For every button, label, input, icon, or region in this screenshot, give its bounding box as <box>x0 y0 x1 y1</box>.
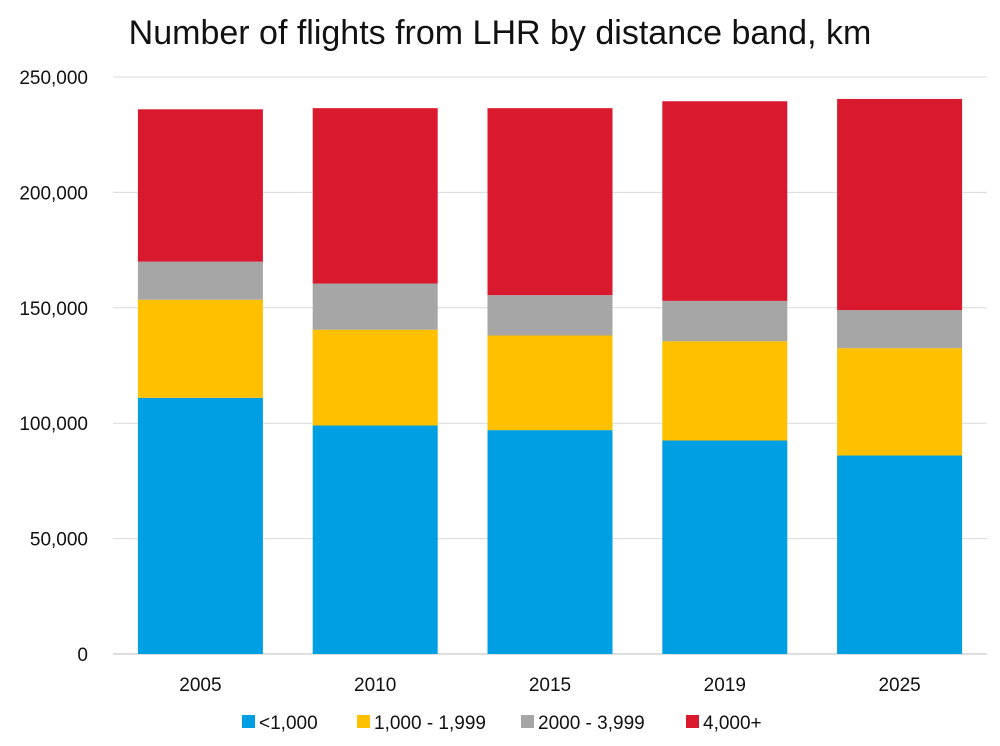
bar-segment <box>837 98 963 311</box>
bars <box>137 98 963 654</box>
x-tick-label: 2019 <box>704 675 746 696</box>
x-tick-label: 2010 <box>354 675 396 696</box>
legend-label: 4,000+ <box>703 713 762 734</box>
bar-segment <box>312 283 438 330</box>
chart-title: Number of flights from LHR by distance b… <box>129 14 872 52</box>
legend-swatch <box>521 715 534 728</box>
legend-label: <1,000 <box>259 713 318 734</box>
y-tick-label: 200,000 <box>19 183 88 204</box>
x-tick-label: 2005 <box>179 675 221 696</box>
bar-segment <box>662 101 788 301</box>
y-tick-label: 150,000 <box>19 299 88 320</box>
y-tick-label: 100,000 <box>19 414 88 435</box>
x-tick-label: 2015 <box>529 675 571 696</box>
bar-segment <box>137 397 263 654</box>
bar-segment <box>137 299 263 398</box>
legend-swatch <box>357 715 370 728</box>
bar-segment <box>662 341 788 441</box>
bar-segment <box>312 329 438 426</box>
legend-swatch <box>242 715 255 728</box>
y-tick-label: 50,000 <box>30 530 88 551</box>
bar-segment <box>662 300 788 342</box>
bar-segment <box>137 109 263 262</box>
y-tick-label: 250,000 <box>19 68 88 89</box>
legend: <1,000 1,000 - 1,999 2000 - 3,999 4,000+ <box>242 713 762 734</box>
legend-label: 1,000 - 1,999 <box>374 713 486 734</box>
y-tick-label: 0 <box>77 645 88 666</box>
bar-segment <box>312 425 438 654</box>
bar-segment <box>487 430 613 654</box>
bar-segment <box>837 455 963 654</box>
legend-swatch <box>686 715 699 728</box>
bar-segment <box>137 261 263 300</box>
bar-segment <box>487 335 613 431</box>
bar-segment <box>837 348 963 456</box>
bar-segment <box>837 310 963 349</box>
bar-segment <box>487 295 613 336</box>
bar-segment <box>312 108 438 284</box>
x-tick-label: 2025 <box>878 675 920 696</box>
x-axis-ticks: 2005 2010 2015 2019 2025 <box>179 675 920 696</box>
bar-segment <box>662 440 788 654</box>
bar-segment <box>487 108 613 296</box>
y-axis-ticks: 0 50,000 100,000 150,000 200,000 250,000 <box>19 68 88 666</box>
legend-label: 2000 - 3,999 <box>538 713 645 734</box>
